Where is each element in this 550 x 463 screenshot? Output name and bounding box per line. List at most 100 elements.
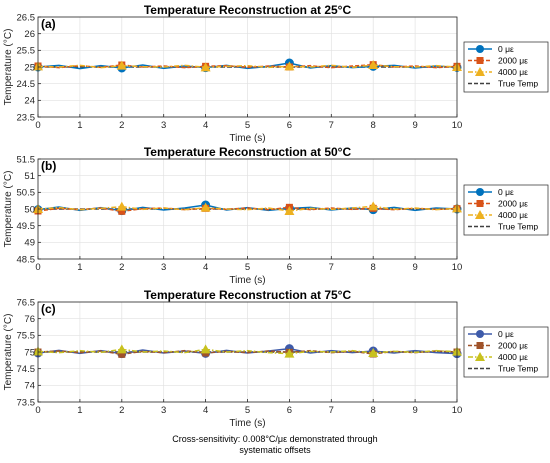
x-tick-label: 8 — [371, 405, 376, 416]
y-tick-label: 23.5 — [17, 112, 36, 123]
series-line-2 — [37, 348, 458, 355]
y-tick-label: 24.5 — [17, 79, 36, 90]
y-tick-label: 26.5 — [17, 12, 36, 23]
x-tick-label: 9 — [412, 405, 417, 416]
y-tick-label: 50.5 — [17, 188, 36, 199]
x-tick-label: 2 — [119, 405, 124, 416]
caption-line-2: systematic offsets — [239, 445, 311, 455]
y-axis-label: Temperature (°C) — [3, 171, 14, 248]
legend-entry-label: 0 με — [498, 187, 514, 197]
panel-label: (c) — [41, 302, 56, 316]
y-tick-label: 49.5 — [17, 221, 36, 232]
x-tick-label: 0 — [35, 262, 40, 273]
figure-caption: Cross-sensitivity: 0.008°C/με demonstrat… — [0, 434, 550, 456]
x-tick-label: 5 — [245, 120, 250, 131]
data-point — [368, 60, 379, 69]
legend-marker — [476, 342, 484, 349]
y-tick-label: 76.5 — [17, 297, 36, 308]
data-point — [116, 60, 127, 70]
data-point — [200, 344, 211, 354]
legend-entry-label: 2000 με — [498, 341, 528, 351]
x-tick-label: 0 — [35, 405, 40, 416]
y-tick-label: 74 — [24, 381, 35, 392]
x-axis-label: Time (s) — [229, 418, 265, 429]
x-tick-label: 5 — [245, 262, 250, 273]
series-line-1 — [37, 206, 458, 213]
data-point — [368, 348, 379, 357]
data-point — [200, 62, 211, 72]
legend-entry-label: 2000 με — [498, 56, 528, 66]
x-tick-label: 2 — [119, 262, 124, 273]
data-point — [118, 207, 126, 215]
x-tick-label: 9 — [412, 120, 417, 131]
legend-entry-label: 4000 με — [498, 67, 528, 77]
panel-label: (b) — [41, 159, 56, 173]
x-axis-label: Time (s) — [229, 275, 265, 286]
series-line-2 — [37, 64, 458, 69]
panel-a: 0 1 2 3 4 5 6 7 8 9 1023.52424.52525.52626.5Temper… — [3, 3, 549, 144]
legend-entry-label: True Temp — [498, 79, 538, 89]
x-tick-label: 4 — [203, 405, 208, 416]
x-tick-label: 2 — [119, 120, 124, 131]
legend-marker — [475, 210, 485, 219]
x-tick-label: 3 — [161, 120, 166, 131]
legend-entry-label: 0 με — [498, 329, 514, 339]
y-tick-label: 50 — [24, 204, 35, 215]
data-point — [284, 206, 295, 215]
x-axis-label: Time (s) — [229, 133, 265, 144]
legend-entry-label: 4000 με — [498, 352, 528, 362]
x-tick-label: 9 — [412, 262, 417, 273]
legend-marker — [476, 200, 484, 207]
caption-line-1: Cross-sensitivity: 0.008°C/με demonstrat… — [172, 434, 378, 444]
y-tick-label: 48.5 — [17, 254, 36, 265]
panel-c: 0 1 2 3 4 5 6 7 8 9 1073.57474.57575.57676.5Temper… — [3, 288, 549, 429]
legend-marker — [476, 188, 484, 196]
data-point — [284, 348, 295, 358]
x-tick-label: 1 — [77, 405, 82, 416]
legend-entry-label: True Temp — [498, 364, 538, 374]
y-tick-label: 76 — [24, 314, 35, 325]
panel-label: (a) — [41, 17, 56, 31]
y-tick-label: 26 — [24, 29, 35, 40]
y-tick-label: 51 — [24, 171, 35, 182]
chart-title: Temperature Reconstruction at 50°C — [144, 145, 352, 159]
x-tick-label: 10 — [452, 262, 463, 273]
chart-title: Temperature Reconstruction at 75°C — [144, 288, 352, 302]
y-tick-label: 49 — [24, 238, 35, 249]
legend-marker — [476, 330, 484, 338]
legend-marker — [476, 57, 484, 64]
x-tick-label: 3 — [161, 405, 166, 416]
x-tick-label: 6 — [287, 120, 292, 131]
data-point — [116, 201, 127, 211]
data-point — [284, 61, 295, 71]
y-tick-label: 73.5 — [17, 397, 36, 408]
legend-entry-label: 0 με — [498, 44, 514, 54]
chart-title: Temperature Reconstruction at 25°C — [144, 3, 352, 17]
x-tick-label: 4 — [203, 120, 208, 131]
y-tick-label: 75.5 — [17, 331, 36, 342]
data-point — [368, 201, 379, 211]
x-tick-label: 8 — [371, 262, 376, 273]
y-axis-label: Temperature (°C) — [3, 29, 14, 106]
legend-entry-label: True Temp — [498, 222, 538, 232]
x-tick-label: 1 — [77, 262, 82, 273]
y-tick-label: 75 — [24, 347, 35, 358]
x-tick-label: 0 — [35, 120, 40, 131]
y-tick-label: 25 — [24, 62, 35, 73]
x-tick-label: 1 — [77, 120, 82, 131]
legend-marker — [476, 45, 484, 53]
y-axis-label: Temperature (°C) — [3, 314, 14, 391]
x-tick-label: 4 — [203, 262, 208, 273]
x-tick-label: 3 — [161, 262, 166, 273]
legend-entry-label: 2000 με — [498, 199, 528, 209]
x-tick-label: 7 — [329, 405, 334, 416]
x-tick-label: 7 — [329, 262, 334, 273]
series-line-2 — [37, 205, 458, 212]
legend-marker — [475, 352, 485, 361]
x-tick-label: 10 — [452, 405, 463, 416]
x-tick-label: 8 — [371, 120, 376, 131]
